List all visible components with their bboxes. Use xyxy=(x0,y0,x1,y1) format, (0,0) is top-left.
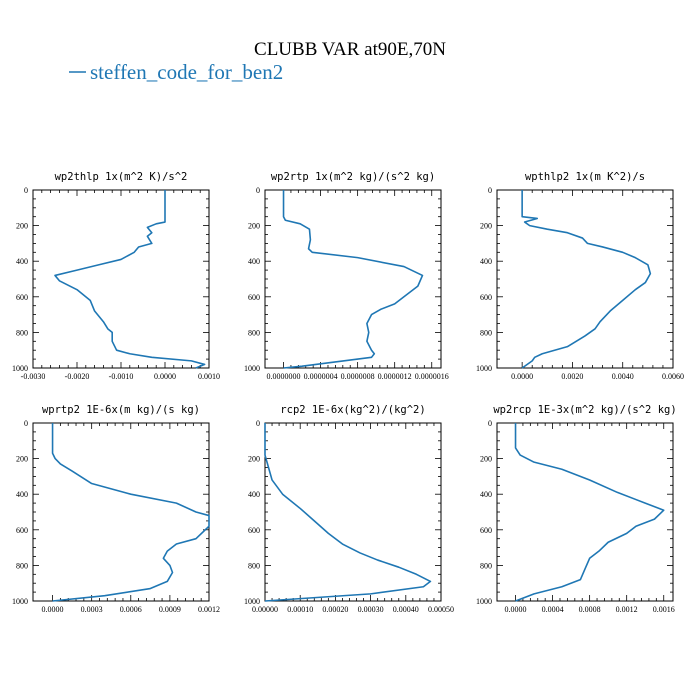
y-tick-label: 400 xyxy=(16,257,28,266)
x-tick-label: 0.0000 xyxy=(505,605,527,614)
x-tick-label: 0.0016 xyxy=(653,605,675,614)
y-tick-label: 600 xyxy=(248,526,260,535)
x-tick-label: 0.0003 xyxy=(81,605,103,614)
profile-line xyxy=(282,190,424,369)
y-tick-label: 0 xyxy=(256,419,260,428)
panel-title: wp2rtp 1x(m^2 kg)/(s^2 kg) xyxy=(271,171,435,183)
x-tick-label: 0.0000000 xyxy=(267,372,301,381)
panel-6: wp2rcp 1E-3x(m^2 kg)/(s^2 kg) 0.0000 0.000… xyxy=(476,404,677,614)
x-tick-label: 0.00010 xyxy=(287,605,313,614)
x-tick-label: 0.0004 xyxy=(542,605,564,614)
x-tick-label: 0.0060 xyxy=(662,372,684,381)
x-tick-label: -0.0020 xyxy=(65,372,90,381)
y-tick-label: 1000 xyxy=(476,597,492,606)
y-tick-label: 0 xyxy=(24,186,28,195)
x-tick-label: 0.0012 xyxy=(616,605,638,614)
x-tick-label: 0.0000 xyxy=(42,605,64,614)
x-tick-label: 0.00000 xyxy=(252,605,278,614)
profile-line xyxy=(514,423,665,602)
x-tick-label: 0.0006 xyxy=(120,605,142,614)
panel-1: wp2thlp 1x(m^2 K)/s^2 -0.0030 -0.0020 -0.00… xyxy=(12,171,220,381)
y-tick-label: 0 xyxy=(256,186,260,195)
y-tick-label: 600 xyxy=(480,526,492,535)
y-tick-label: 800 xyxy=(480,561,492,570)
legend: steffen_code_for_ben2 xyxy=(69,60,283,84)
x-tick-label: 0.0008 xyxy=(579,605,601,614)
x-tick-label: 0.0009 xyxy=(159,605,181,614)
x-tick-label: 0.0000 xyxy=(154,372,176,381)
x-tick-label: 0.0020 xyxy=(561,372,583,381)
x-tick-label: 0.00030 xyxy=(358,605,384,614)
plot-frame xyxy=(496,422,674,602)
x-tick-label: 0.00050 xyxy=(428,605,454,614)
x-tick-label: 0.0000 xyxy=(511,372,533,381)
x-tick-label: 0.0040 xyxy=(612,372,634,381)
y-tick-label: 800 xyxy=(16,561,28,570)
x-tick-label: -0.0030 xyxy=(21,372,46,381)
x-tick-label: -0.0010 xyxy=(109,372,134,381)
y-tick-label: 400 xyxy=(248,257,260,266)
y-tick-label: 200 xyxy=(480,222,492,231)
panel-title: wprtp2 1E-6x(m kg)/(s kg) xyxy=(42,404,200,416)
plot-frame xyxy=(32,189,210,369)
x-tick-label: 0.0000016 xyxy=(415,372,449,381)
x-tick-label: 0.00040 xyxy=(393,605,419,614)
y-tick-label: 1000 xyxy=(476,364,492,373)
y-tick-label: 600 xyxy=(248,293,260,302)
x-tick-label: 0.00020 xyxy=(322,605,348,614)
panel-title: wp2thlp 1x(m^2 K)/s^2 xyxy=(55,171,188,183)
panel-3: wpthlp2 1x(m K^2)/s 0.0000 0.0020 0.0040 0.0… xyxy=(476,171,684,381)
y-tick-label: 1000 xyxy=(244,364,260,373)
y-tick-label: 400 xyxy=(248,490,260,499)
panel-4: wprtp2 1E-6x(m kg)/(s kg) 0.0000 0.0003 0.0… xyxy=(12,404,220,614)
y-tick-label: 1000 xyxy=(12,364,28,373)
panel-title: wpthlp2 1x(m K^2)/s xyxy=(525,171,645,183)
x-tick-label: 0.0000004 xyxy=(304,372,338,381)
y-tick-label: 200 xyxy=(480,455,492,464)
profile-line xyxy=(521,190,652,369)
panel-title: wp2rcp 1E-3x(m^2 kg)/(s^2 kg) xyxy=(493,404,676,416)
plot-frame xyxy=(264,189,442,369)
x-tick-label: 0.0010 xyxy=(198,372,220,381)
y-tick-label: 200 xyxy=(16,455,28,464)
panel-title: rcp2 1E-6x(kg^2)/(kg^2) xyxy=(280,404,425,416)
panel-2: wp2rtp 1x(m^2 kg)/(s^2 kg)0.0000000 0.000… xyxy=(244,171,449,381)
x-tick-label: 0.0000008 xyxy=(341,372,375,381)
legend-label: steffen_code_for_ben2 xyxy=(90,60,283,84)
x-tick-label: 0.0012 xyxy=(198,605,220,614)
plot-frame xyxy=(32,422,210,602)
figure-title: CLUBB VAR at90E,70N xyxy=(254,39,446,60)
y-tick-label: 600 xyxy=(16,526,28,535)
y-tick-label: 200 xyxy=(248,455,260,464)
y-tick-label: 200 xyxy=(248,222,260,231)
y-tick-label: 800 xyxy=(248,328,260,337)
y-tick-label: 800 xyxy=(16,328,28,337)
y-tick-label: 200 xyxy=(16,222,28,231)
y-tick-label: 800 xyxy=(480,328,492,337)
y-tick-label: 0 xyxy=(488,186,492,195)
y-tick-label: 800 xyxy=(248,561,260,570)
profile-line xyxy=(264,423,432,602)
profile-line xyxy=(51,423,210,602)
y-tick-label: 1000 xyxy=(12,597,28,606)
y-tick-label: 400 xyxy=(480,490,492,499)
y-tick-label: 600 xyxy=(16,293,28,302)
panel-5: rcp2 1E-6x(kg^2)/(kg^2) 0.00000 0.00010 0.0… xyxy=(244,404,454,614)
y-tick-label: 0 xyxy=(488,419,492,428)
y-tick-label: 0 xyxy=(24,419,28,428)
y-tick-label: 400 xyxy=(16,490,28,499)
panel-grid: wp2thlp 1x(m^2 K)/s^2 -0.0030 -0.0020 -0.00… xyxy=(12,171,684,614)
profile-line xyxy=(54,190,206,369)
x-tick-label: 0.0000012 xyxy=(378,372,412,381)
y-tick-label: 400 xyxy=(480,257,492,266)
y-tick-label: 1000 xyxy=(244,597,260,606)
y-tick-label: 600 xyxy=(480,293,492,302)
